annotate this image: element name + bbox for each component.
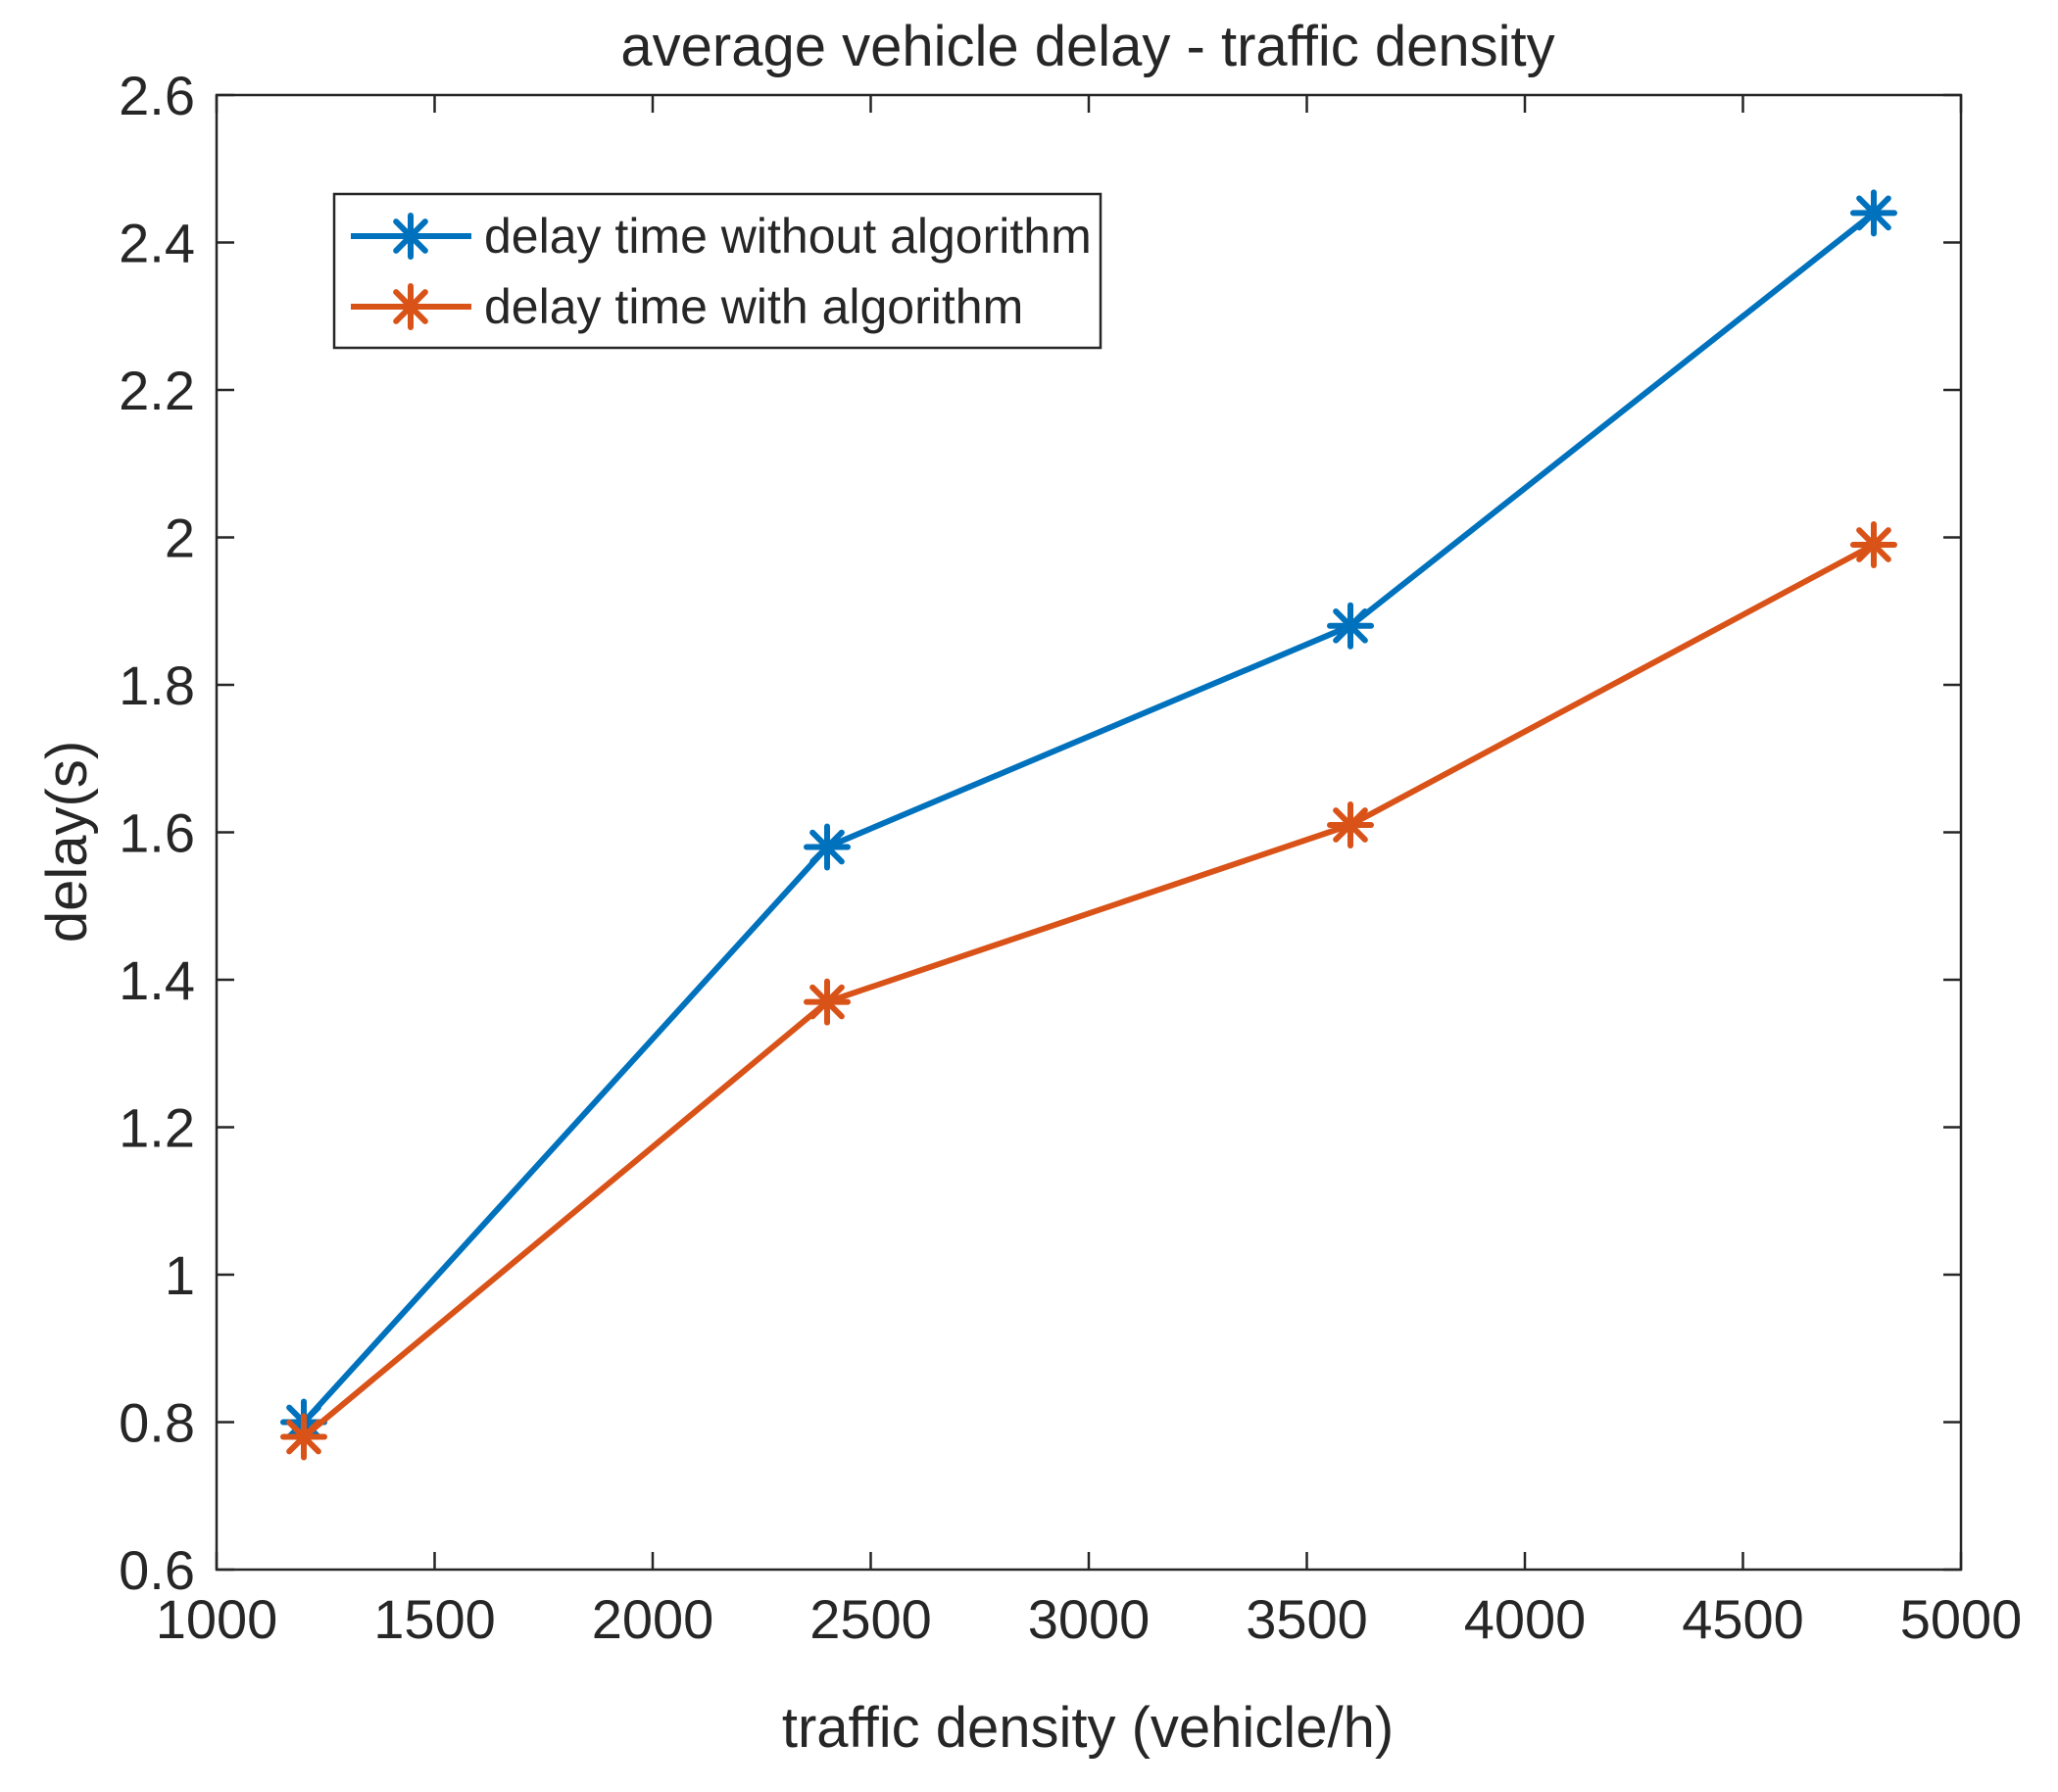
- x-tick-label: 4500: [1682, 1588, 1804, 1650]
- x-tick-label: 2000: [592, 1588, 714, 1650]
- x-tick-label: 5000: [1900, 1588, 2023, 1650]
- plot-area-frame: [215, 93, 1963, 1572]
- y-tick-label: 2.6: [119, 65, 195, 126]
- legend-box: [332, 192, 1102, 350]
- series-line-1: [301, 211, 1876, 1425]
- x-tick-label: 3500: [1246, 1588, 1368, 1650]
- series-line-2: [302, 542, 1876, 1439]
- series-2-point: [1327, 800, 1374, 848]
- y-tick-label: 0.6: [119, 1539, 195, 1601]
- series-1-point: [1327, 602, 1374, 650]
- y-tick-label: 1: [165, 1244, 195, 1306]
- y-tick-label: 1.6: [119, 802, 195, 864]
- series-2-point: [804, 978, 851, 1026]
- legend: delay time without algorithm delay time w…: [332, 192, 1102, 350]
- legend-label: delay time without algorithm: [484, 209, 1092, 264]
- axis-ticks: 1000 1500 2000 2500 3000 3500 4000 4500 5000 0.6 0…: [119, 65, 2022, 1650]
- x-axis-label: traffic density (vehicle/h): [782, 1696, 1394, 1760]
- x-tick-label: 4000: [1464, 1588, 1587, 1650]
- y-tick-label: 1.8: [119, 654, 195, 716]
- y-tick-label: 2: [165, 508, 195, 569]
- y-tick-label: 2.4: [119, 213, 195, 274]
- chart-title: average vehicle delay - traffic density: [620, 15, 1554, 78]
- legend-label: delay time with algorithm: [484, 279, 1023, 334]
- x-tick-label: 3000: [1028, 1588, 1151, 1650]
- series-2-point: [280, 1413, 327, 1461]
- series-1-point: [1850, 189, 1897, 237]
- y-axis-label: delay(s): [35, 741, 99, 943]
- y-tick-label: 1.2: [119, 1097, 195, 1159]
- x-tick-label: 2500: [809, 1588, 932, 1650]
- plot-series: [280, 189, 1897, 1461]
- legend-swatch-marker: [387, 213, 434, 260]
- y-tick-label: 2.2: [119, 360, 195, 421]
- x-tick-label: 1000: [156, 1588, 278, 1650]
- y-tick-label: 1.4: [119, 949, 195, 1011]
- y-tick-label: 0.8: [119, 1392, 195, 1454]
- legend-swatch-marker: [387, 283, 434, 330]
- series-1-point: [804, 823, 851, 871]
- x-tick-label: 1500: [373, 1588, 496, 1650]
- series-2-point: [1850, 521, 1897, 569]
